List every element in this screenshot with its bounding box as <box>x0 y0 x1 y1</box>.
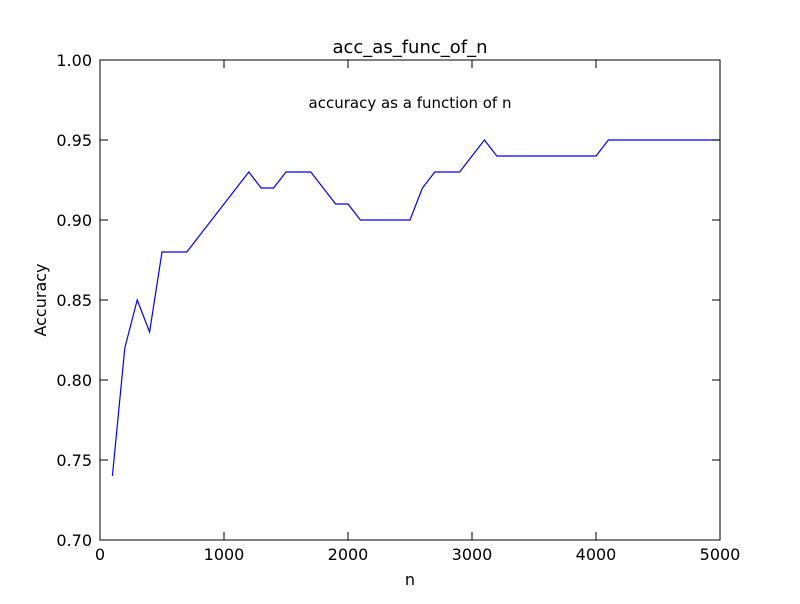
x-tick-label: 5000 <box>700 545 741 564</box>
y-tick-label: 0.75 <box>56 451 92 470</box>
plot-area: 0 1000 2000 3000 4000 5000 0.70 0.75 0.80 0.85 0.9… <box>56 51 740 564</box>
y-tick-label: 0.90 <box>56 211 92 230</box>
x-axis-label: n <box>405 570 415 589</box>
chart-annotation: accuracy as a function of n <box>309 94 512 112</box>
x-tick-label: 2000 <box>328 545 369 564</box>
y-tick-label: 1.00 <box>56 51 92 70</box>
x-tick-label: 4000 <box>576 545 617 564</box>
chart-title: acc_as_func_of_n <box>332 37 487 58</box>
y-tick-label: 0.85 <box>56 291 92 310</box>
series-line-0 <box>111 139 720 477</box>
y-tick-label: 0.95 <box>56 131 92 150</box>
x-tick-label: 0 <box>95 545 105 564</box>
y-axis-label: Accuracy <box>31 263 50 336</box>
x-tick-label: 3000 <box>452 545 493 564</box>
y-tick-label: 0.80 <box>56 371 92 390</box>
y-tick-label: 0.70 <box>56 531 92 550</box>
axes-frame <box>99 59 721 541</box>
x-tick-label: 1000 <box>204 545 245 564</box>
